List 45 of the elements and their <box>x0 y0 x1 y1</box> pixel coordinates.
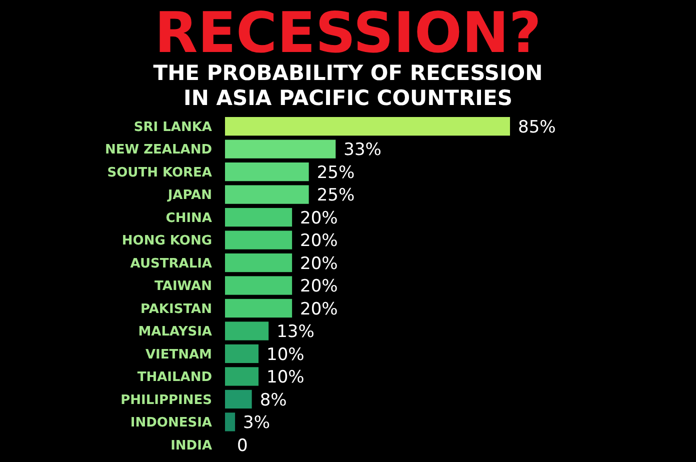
bar <box>225 117 510 136</box>
y-tick-label: SRI LANKA <box>134 120 212 136</box>
data-label: 0 <box>237 436 248 456</box>
data-label: 20% <box>300 299 338 320</box>
y-tick-label: AUSTRALIA <box>130 256 212 272</box>
data-label: 20% <box>300 231 338 252</box>
data-label: 10% <box>266 368 304 388</box>
bar <box>225 185 309 204</box>
data-label: 33% <box>344 140 382 160</box>
bar <box>225 208 292 227</box>
y-tick-label: INDIA <box>170 438 212 454</box>
bar <box>225 276 292 295</box>
bar <box>225 322 269 340</box>
data-label: 13% <box>276 322 314 342</box>
bar <box>225 298 292 318</box>
chart-subtitle: THE PROBABILITY OF RECESSION IN ASIA PACIFIC COUNTRIES <box>153 61 543 110</box>
y-tick-label: CHINA <box>166 210 212 226</box>
bar <box>225 367 259 386</box>
bar <box>225 412 236 432</box>
y-tick-label: INDONESIA <box>130 416 212 431</box>
y-tick-label: THAILAND <box>137 370 212 386</box>
bar <box>225 230 292 250</box>
y-tick-label: SOUTH KOREA <box>107 165 212 180</box>
y-tick-label: JAPAN <box>166 188 212 204</box>
bar <box>225 253 292 272</box>
data-label: 85% <box>518 117 556 138</box>
bar <box>225 390 252 409</box>
data-label: 20% <box>300 254 338 274</box>
y-tick-label: TAIWAN <box>154 279 212 294</box>
y-tick-label: VIETNAM <box>145 347 212 362</box>
bar <box>225 162 309 182</box>
data-label: 25% <box>316 186 355 206</box>
y-tick-label: HONG KONG <box>122 234 212 249</box>
bar <box>225 140 336 158</box>
data-label: 25% <box>316 162 355 183</box>
data-label: 3% <box>243 413 270 434</box>
bar <box>225 344 259 364</box>
y-tick-label: NEW ZEALAND <box>104 142 212 158</box>
y-tick-label: PAKISTAN <box>140 302 212 317</box>
data-label: 8% <box>260 390 287 410</box>
data-label: 20% <box>300 276 338 297</box>
y-tick-label: MALAYSIA <box>138 324 212 340</box>
y-tick-label: PHILIPPINES <box>120 392 212 408</box>
data-label: 10% <box>266 344 304 365</box>
data-label: 20% <box>300 208 338 228</box>
